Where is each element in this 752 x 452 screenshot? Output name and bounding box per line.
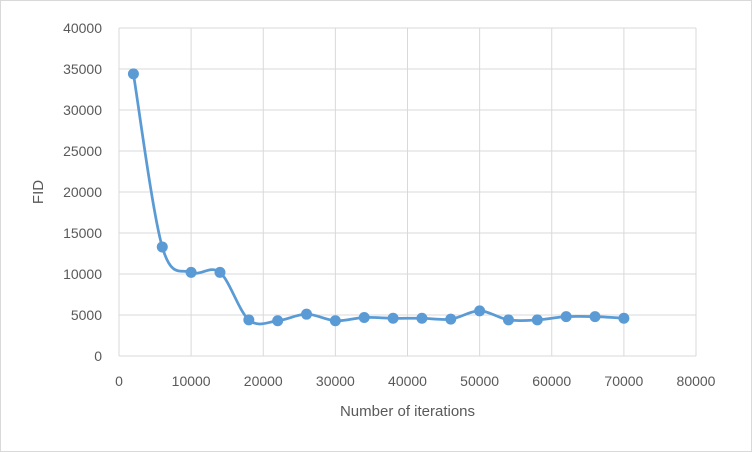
y-tick-label: 35000: [63, 61, 102, 77]
data-point: [560, 311, 572, 323]
series-points: [127, 68, 630, 327]
data-point: [272, 315, 284, 327]
data-point: [214, 266, 226, 278]
x-tick-label: 0: [115, 373, 123, 389]
y-tick-label: 30000: [63, 102, 102, 118]
gridlines: [118, 27, 697, 357]
data-point: [502, 314, 514, 326]
x-tick-label: 40000: [388, 373, 427, 389]
data-point: [474, 305, 486, 317]
data-point: [301, 308, 313, 320]
y-tick-label: 25000: [63, 143, 102, 159]
data-point: [358, 311, 370, 323]
y-tick-label: 40000: [63, 20, 102, 36]
y-tick-labels: 0 5000 10000 15000 20000 25000 30000 35000 40000: [63, 20, 102, 364]
y-axis-title: FID: [30, 180, 47, 204]
y-tick-label: 20000: [63, 184, 102, 200]
data-point: [243, 314, 255, 326]
data-point: [618, 312, 630, 324]
x-tick-label: 80000: [677, 373, 716, 389]
x-tick-label: 70000: [604, 373, 643, 389]
data-point: [387, 312, 399, 324]
data-point: [329, 315, 341, 327]
data-point: [589, 311, 601, 323]
x-axis-title: Number of iterations: [340, 403, 475, 420]
x-tick-label: 50000: [460, 373, 499, 389]
x-tick-label: 60000: [532, 373, 571, 389]
series-line: [132, 73, 624, 326]
data-point: [531, 314, 543, 326]
data-point: [445, 313, 457, 325]
y-tick-label: 10000: [63, 266, 102, 282]
data-point: [416, 312, 428, 324]
x-tick-label: 30000: [316, 373, 355, 389]
x-tick-label: 10000: [172, 373, 211, 389]
y-tick-label: 5000: [71, 307, 102, 323]
data-point: [127, 68, 139, 80]
data-point: [185, 266, 197, 278]
data-point: [156, 241, 168, 253]
y-tick-label: 15000: [63, 225, 102, 241]
x-tick-label: 20000: [244, 373, 283, 389]
y-tick-label: 0: [94, 348, 102, 364]
x-tick-labels: 0 10000 20000 30000 40000 50000 60000 70000 8000…: [115, 373, 716, 389]
